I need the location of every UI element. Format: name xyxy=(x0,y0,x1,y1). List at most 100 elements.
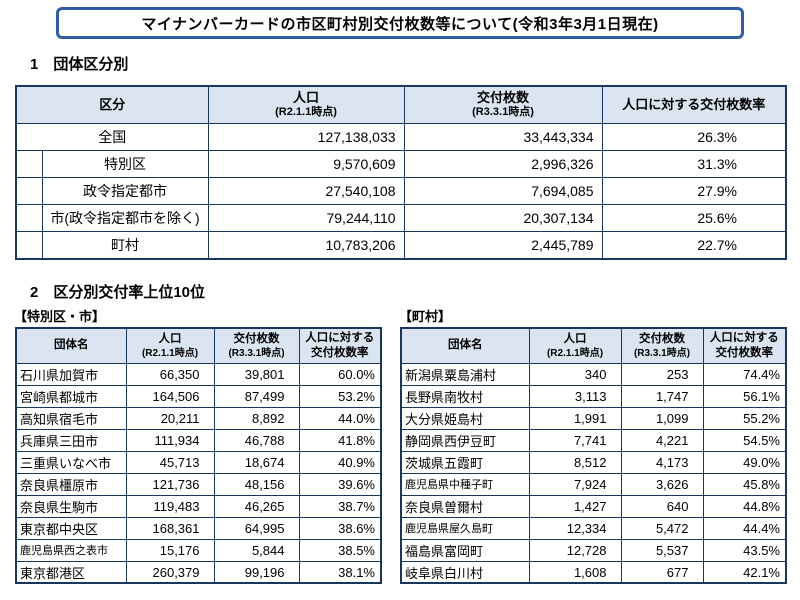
population-cell: 9,570,609 xyxy=(207,150,405,178)
population-cell: 340 xyxy=(528,362,622,386)
col-header-cards-note: (R3.3.1時点) xyxy=(633,347,691,359)
population-cell: 20,211 xyxy=(125,406,215,430)
col-header-population-label: 人口 xyxy=(293,90,320,105)
table-row: 奈良県曽爾村 1,427 640 44.8% xyxy=(400,494,787,518)
col-header-cards-note: (R3.3.1時点) xyxy=(472,106,534,119)
rate-cell: 41.8% xyxy=(298,428,382,452)
table-row: 政令指定都市 27,540,108 7,694,085 27.9% xyxy=(15,177,787,205)
rate-cell: 26.3% xyxy=(601,123,787,151)
indent-cell xyxy=(15,177,43,205)
table-row: 鹿児島県屋久島町 12,334 5,472 44.4% xyxy=(400,516,787,540)
section2-heading: 2 区分別交付率上位10位 xyxy=(30,284,206,301)
rate-cell: 49.0% xyxy=(702,450,787,474)
rate-cell: 42.1% xyxy=(702,560,787,584)
table-row: 東京都中央区 168,361 64,995 38.6% xyxy=(15,516,382,540)
cards-cell: 640 xyxy=(620,494,704,518)
category-cell: 特別区 xyxy=(41,150,209,178)
rate-cell: 39.6% xyxy=(298,472,382,496)
summary-header-row: 区分 人口 (R2.1.1時点) 交付枚数 (R3.3.1時点) 人口に対する交… xyxy=(15,85,787,124)
col-header-cards: 交付枚数 (R3.3.1時点) xyxy=(213,327,300,364)
table-row: 長野県南牧村 3,113 1,747 56.1% xyxy=(400,384,787,408)
cards-cell: 5,844 xyxy=(213,538,300,562)
table-row: 宮崎県都城市 164,506 87,499 53.2% xyxy=(15,384,382,408)
population-cell: 111,934 xyxy=(125,428,215,452)
population-cell: 164,506 xyxy=(125,384,215,408)
rate-cell: 43.5% xyxy=(702,538,787,562)
population-cell: 7,924 xyxy=(528,472,622,496)
municipality-cell: 静岡県西伊豆町 xyxy=(400,428,530,452)
col-header-cards-label: 交付枚数 xyxy=(477,90,530,105)
municipality-cell: 東京都中央区 xyxy=(15,516,127,540)
cards-cell: 8,892 xyxy=(213,406,300,430)
cards-cell: 253 xyxy=(620,362,704,386)
col-header-population-note: (R2.1.1時点) xyxy=(275,106,337,119)
summary-table: 区分 人口 (R2.1.1時点) 交付枚数 (R3.3.1時点) 人口に対する交… xyxy=(15,85,788,260)
towns-table-label: 【町村】 xyxy=(399,309,452,324)
municipality-cell: 鹿児島県中種子町 xyxy=(400,472,530,496)
population-cell: 66,350 xyxy=(125,362,215,386)
table-row: 石川県加賀市 66,350 39,801 60.0% xyxy=(15,362,382,386)
population-cell: 10,783,206 xyxy=(207,231,405,259)
population-cell: 260,379 xyxy=(125,560,215,584)
table-row: 全国 127,138,033 33,443,334 26.3% xyxy=(15,123,787,151)
cards-cell: 3,626 xyxy=(620,472,704,496)
cities-table-label: 【特別区・市】 xyxy=(14,309,106,324)
col-header-population: 人口 (R2.1.1時点) xyxy=(528,327,622,364)
col-header-category: 区分 xyxy=(15,85,209,124)
col-header-cards: 交付枚数 (R3.3.1時点) xyxy=(403,85,603,124)
indent-cell xyxy=(15,231,43,259)
rate-cell: 38.7% xyxy=(298,494,382,518)
rate-cell: 53.2% xyxy=(298,384,382,408)
col-header-cards: 交付枚数 (R3.3.1時点) xyxy=(620,327,704,364)
population-cell: 79,244,110 xyxy=(207,204,405,232)
section1-heading: 1 団体区分別 xyxy=(30,56,129,73)
col-header-cards-label: 交付枚数 xyxy=(233,332,280,345)
cards-cell: 46,265 xyxy=(213,494,300,518)
table-row: 茨城県五霞町 8,512 4,173 49.0% xyxy=(400,450,787,474)
cards-cell: 2,445,789 xyxy=(403,231,603,259)
municipality-cell: 兵庫県三田市 xyxy=(15,428,127,452)
cards-cell: 64,995 xyxy=(213,516,300,540)
ranking-table-cities: 団体名 人口 (R2.1.1時点) 交付枚数 (R3.3.1時点) 人口に対する… xyxy=(15,327,382,585)
col-header-rate-line1: 人口に対する xyxy=(709,332,779,344)
cards-cell: 33,443,334 xyxy=(403,123,603,151)
cities-header-row: 団体名 人口 (R2.1.1時点) 交付枚数 (R3.3.1時点) 人口に対する… xyxy=(15,327,382,364)
table-row: 町村 10,783,206 2,445,789 22.7% xyxy=(15,231,787,259)
population-cell: 27,540,108 xyxy=(207,177,405,205)
cards-cell: 1,747 xyxy=(620,384,704,408)
table-row: 新潟県粟島浦村 340 253 74.4% xyxy=(400,362,787,386)
cards-cell: 4,221 xyxy=(620,428,704,452)
towns-header-row: 団体名 人口 (R2.1.1時点) 交付枚数 (R3.3.1時点) 人口に対する… xyxy=(400,327,787,364)
rate-cell: 54.5% xyxy=(702,428,787,452)
table-row: 東京都港区 260,379 99,196 38.1% xyxy=(15,560,382,584)
col-header-population: 人口 (R2.1.1時点) xyxy=(125,327,215,364)
cards-cell: 5,537 xyxy=(620,538,704,562)
rate-cell: 44.0% xyxy=(298,406,382,430)
municipality-cell: 鹿児島県西之表市 xyxy=(15,538,127,562)
rate-cell: 38.1% xyxy=(298,560,382,584)
rate-cell: 60.0% xyxy=(298,362,382,386)
table-row: 市(政令指定都市を除く) 79,244,110 20,307,134 25.6% xyxy=(15,204,787,232)
col-header-cards-label: 交付枚数 xyxy=(639,332,685,345)
population-cell: 121,736 xyxy=(125,472,215,496)
population-cell: 127,138,033 xyxy=(207,123,405,151)
rate-cell: 22.7% xyxy=(601,231,787,259)
category-cell: 政令指定都市 xyxy=(41,177,209,205)
cards-cell: 99,196 xyxy=(213,560,300,584)
municipality-cell: 東京都港区 xyxy=(15,560,127,584)
col-header-rate-line2: 交付枚数率 xyxy=(311,346,369,359)
title-banner: マイナンバーカードの市区町村別交付枚数等について(令和3年3月1日現在) xyxy=(56,7,744,39)
population-cell: 168,361 xyxy=(125,516,215,540)
municipality-cell: 岐阜県白川村 xyxy=(400,560,530,584)
col-header-rate: 人口に対する 交付枚数率 xyxy=(298,327,382,364)
rate-cell: 25.6% xyxy=(601,204,787,232)
population-cell: 3,113 xyxy=(528,384,622,408)
cards-cell: 7,694,085 xyxy=(403,177,603,205)
cards-cell: 677 xyxy=(620,560,704,584)
category-cell: 町村 xyxy=(41,231,209,259)
col-header-rate: 人口に対する 交付枚数率 xyxy=(702,327,787,364)
cards-cell: 4,173 xyxy=(620,450,704,474)
category-cell: 全国 xyxy=(15,123,209,151)
rate-cell: 56.1% xyxy=(702,384,787,408)
table-row: 奈良県生駒市 119,483 46,265 38.7% xyxy=(15,494,382,518)
